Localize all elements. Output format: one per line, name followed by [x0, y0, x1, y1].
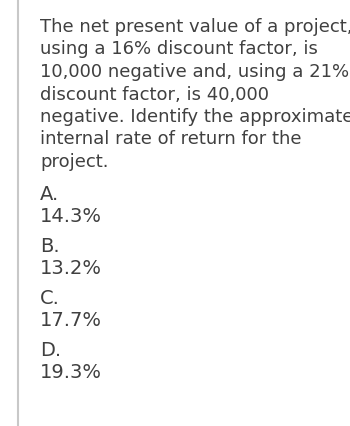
- Text: negative. Identify the approximate: negative. Identify the approximate: [40, 108, 350, 126]
- Text: discount factor, is 40,000: discount factor, is 40,000: [40, 86, 269, 104]
- Text: A.: A.: [40, 185, 59, 204]
- Text: The net present value of a project,: The net present value of a project,: [40, 18, 350, 36]
- Text: using a 16% discount factor, is: using a 16% discount factor, is: [40, 40, 318, 58]
- Text: 10,000 negative and, using a 21%: 10,000 negative and, using a 21%: [40, 63, 349, 81]
- Text: D.: D.: [40, 342, 61, 360]
- Text: B.: B.: [40, 238, 60, 256]
- Text: C.: C.: [40, 290, 60, 308]
- Text: project.: project.: [40, 153, 108, 171]
- Text: 13.2%: 13.2%: [40, 259, 102, 279]
- Text: 14.3%: 14.3%: [40, 207, 102, 227]
- Text: internal rate of return for the: internal rate of return for the: [40, 130, 301, 149]
- Text: 19.3%: 19.3%: [40, 363, 102, 383]
- Text: 17.7%: 17.7%: [40, 311, 102, 331]
